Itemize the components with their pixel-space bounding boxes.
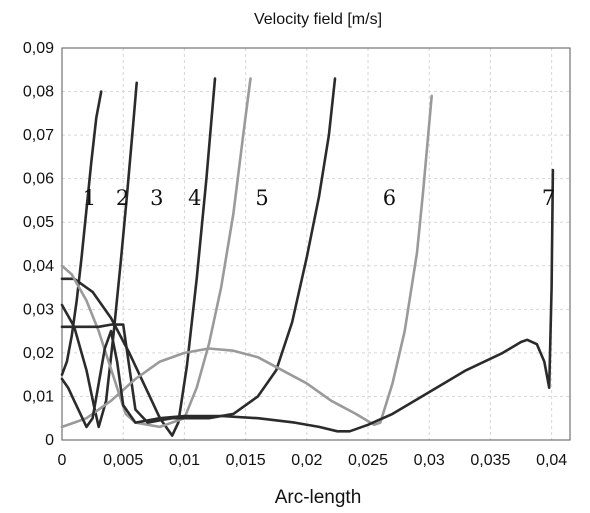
x-tick-label: 0,03 xyxy=(414,452,445,469)
x-tick-label: 0 xyxy=(58,452,67,469)
y-tick-label: 0,02 xyxy=(23,345,54,362)
x-axis-label: Arc-length xyxy=(275,487,362,508)
series-line-2 xyxy=(60,81,138,429)
x-tick-label: 0,02 xyxy=(291,452,322,469)
y-axis: 0 0,01 0,02 0,03 0,04 0,05 0,06 0,07 0,08 0,09 xyxy=(23,40,54,449)
y-tick-label: 0,05 xyxy=(23,214,54,231)
chart-title: Velocity field [m/s] xyxy=(254,11,382,28)
y-tick-label: 0,08 xyxy=(23,84,54,101)
x-axis: 0 0,005 0,01 0,015 0,02 0,025 0,03 0,035 0,04 xyxy=(58,452,568,469)
curve-label-5: 5 xyxy=(255,186,268,210)
y-tick-label: 0,09 xyxy=(23,40,54,57)
x-tick-label: 0,04 xyxy=(536,452,567,469)
plot-border xyxy=(61,47,571,441)
series-line-6 xyxy=(60,94,433,429)
series-line-4 xyxy=(60,77,252,429)
curve-label-1: 1 xyxy=(83,186,96,210)
grid xyxy=(61,47,570,441)
y-tick-label: 0,03 xyxy=(23,301,54,318)
x-tick-label: 0,01 xyxy=(169,452,200,469)
series-group xyxy=(60,77,555,437)
x-tick-label: 0,035 xyxy=(470,452,510,469)
series-line-7 xyxy=(60,168,555,433)
x-tick-label: 0,025 xyxy=(348,452,388,469)
x-tick-label: 0,015 xyxy=(226,452,266,469)
curve-label-2: 2 xyxy=(116,186,129,210)
series-line-3 xyxy=(60,77,217,437)
y-tick-label: 0,06 xyxy=(23,171,54,188)
curve-label-4: 4 xyxy=(188,186,201,210)
curve-label-7: 7 xyxy=(542,186,555,210)
y-tick-label: 0,01 xyxy=(23,388,54,405)
series-line-1 xyxy=(60,90,103,376)
curve-label-6: 6 xyxy=(383,186,396,210)
y-tick-label: 0,04 xyxy=(23,258,54,275)
plot-frame xyxy=(61,47,571,441)
y-tick-label: 0 xyxy=(45,432,54,449)
curve-label-3: 3 xyxy=(150,186,163,210)
series-line-5 xyxy=(60,77,337,424)
y-tick-label: 0,07 xyxy=(23,127,54,144)
x-tick-label: 0,005 xyxy=(103,452,143,469)
